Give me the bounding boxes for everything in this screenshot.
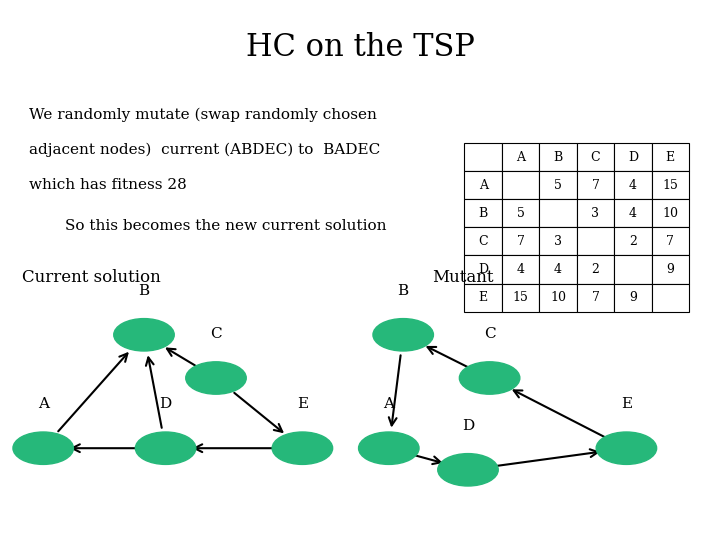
- Text: which has fitness 28: which has fitness 28: [29, 178, 186, 192]
- Text: 3: 3: [554, 235, 562, 248]
- Text: C: C: [484, 327, 495, 341]
- Text: C: C: [210, 327, 222, 341]
- Bar: [652, 284, 689, 312]
- Bar: [652, 227, 689, 255]
- Ellipse shape: [596, 432, 657, 464]
- Bar: [464, 199, 502, 227]
- Bar: [464, 143, 502, 171]
- Bar: [577, 199, 614, 227]
- Text: D: D: [462, 419, 474, 433]
- Text: E: E: [666, 151, 675, 164]
- Bar: [502, 227, 539, 255]
- Text: B: B: [554, 151, 562, 164]
- Text: B: B: [479, 207, 487, 220]
- Text: A: A: [37, 397, 49, 411]
- Text: A: A: [479, 179, 487, 192]
- Bar: [614, 284, 652, 312]
- Ellipse shape: [373, 319, 433, 351]
- Bar: [652, 143, 689, 171]
- Bar: [577, 227, 614, 255]
- Bar: [577, 255, 614, 284]
- Text: Mutant: Mutant: [432, 269, 493, 286]
- Text: 15: 15: [513, 291, 528, 304]
- Bar: [614, 199, 652, 227]
- Text: We randomly mutate (swap randomly chosen: We randomly mutate (swap randomly chosen: [29, 108, 377, 123]
- Bar: [502, 284, 539, 312]
- Bar: [502, 143, 539, 171]
- Text: 15: 15: [662, 179, 678, 192]
- Bar: [652, 199, 689, 227]
- Bar: [539, 255, 577, 284]
- Text: 7: 7: [667, 235, 674, 248]
- Text: 4: 4: [629, 179, 637, 192]
- Ellipse shape: [13, 432, 73, 464]
- Bar: [652, 171, 689, 199]
- Ellipse shape: [114, 319, 174, 351]
- Text: 2: 2: [629, 235, 636, 248]
- Bar: [539, 284, 577, 312]
- Bar: [539, 143, 577, 171]
- Bar: [502, 199, 539, 227]
- Text: HC on the TSP: HC on the TSP: [246, 32, 474, 63]
- Text: 10: 10: [662, 207, 678, 220]
- Bar: [502, 255, 539, 284]
- Text: A: A: [516, 151, 525, 164]
- Bar: [614, 143, 652, 171]
- Text: 5: 5: [517, 207, 524, 220]
- Text: 7: 7: [592, 179, 599, 192]
- Bar: [577, 284, 614, 312]
- Text: E: E: [297, 397, 308, 411]
- Bar: [464, 255, 502, 284]
- Text: D: D: [628, 151, 638, 164]
- Text: B: B: [397, 284, 409, 298]
- Text: adjacent nodes)  current (ABDEC) to  BADEC: adjacent nodes) current (ABDEC) to BADEC: [29, 143, 380, 158]
- Text: 5: 5: [554, 179, 562, 192]
- Text: 7: 7: [517, 235, 524, 248]
- Bar: [464, 171, 502, 199]
- Bar: [614, 227, 652, 255]
- Text: C: C: [590, 151, 600, 164]
- Text: A: A: [383, 397, 395, 411]
- Text: 4: 4: [629, 207, 637, 220]
- Text: 9: 9: [667, 263, 674, 276]
- Ellipse shape: [459, 362, 520, 394]
- Text: Current solution: Current solution: [22, 269, 161, 286]
- Bar: [464, 227, 502, 255]
- Bar: [539, 171, 577, 199]
- Bar: [539, 199, 577, 227]
- Text: 3: 3: [591, 207, 600, 220]
- Text: 4: 4: [516, 263, 525, 276]
- Bar: [614, 171, 652, 199]
- Text: 4: 4: [554, 263, 562, 276]
- Ellipse shape: [135, 432, 196, 464]
- Text: E: E: [479, 291, 487, 304]
- Text: D: D: [478, 263, 488, 276]
- Text: C: C: [478, 235, 488, 248]
- Bar: [539, 227, 577, 255]
- Text: 10: 10: [550, 291, 566, 304]
- Bar: [614, 255, 652, 284]
- Text: E: E: [621, 397, 632, 411]
- Text: D: D: [159, 397, 172, 411]
- Ellipse shape: [359, 432, 419, 464]
- Ellipse shape: [272, 432, 333, 464]
- Bar: [502, 171, 539, 199]
- Text: 7: 7: [592, 291, 599, 304]
- Text: 9: 9: [629, 291, 636, 304]
- Bar: [652, 255, 689, 284]
- Text: B: B: [138, 284, 150, 298]
- Text: 2: 2: [592, 263, 599, 276]
- Ellipse shape: [186, 362, 246, 394]
- Ellipse shape: [438, 454, 498, 486]
- Bar: [577, 171, 614, 199]
- Text: So this becomes the new current solution: So this becomes the new current solution: [65, 219, 387, 233]
- Bar: [577, 143, 614, 171]
- Bar: [464, 284, 502, 312]
